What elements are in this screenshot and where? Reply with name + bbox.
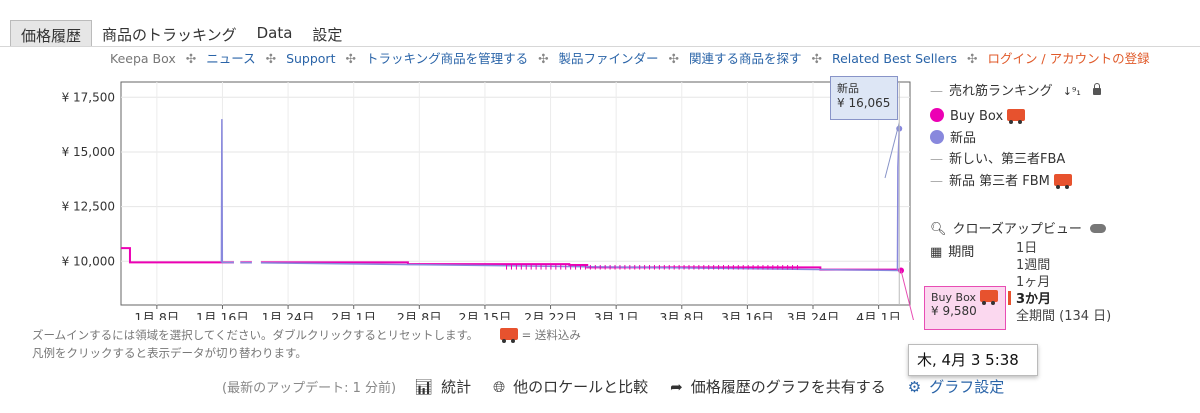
bar-chart-icon: 📊︎ (414, 377, 434, 396)
range-1week[interactable]: 1週間 (1016, 258, 1051, 273)
range-1day[interactable]: 1日 (1016, 241, 1038, 256)
closeup-toggle[interactable]: 🔍︎ クローズアップビュー (930, 218, 1107, 237)
tooltip-new-value: ¥ 16,065 (837, 96, 891, 110)
series-line-new (220, 119, 900, 272)
shipping-truck-icon (1007, 109, 1026, 124)
nav-link-manage-tracking[interactable]: トラッキング商品を管理する (365, 51, 529, 66)
x-tick-label: 1月 24日 (262, 310, 315, 320)
nav-brand[interactable]: Keepa Box (110, 51, 176, 66)
tab-bar: 価格履歴 商品のトラッキング Data 設定 (10, 20, 352, 46)
globe-icon: 🌐︎ (493, 377, 506, 396)
shipping-truck-icon (1053, 174, 1072, 189)
x-tick-label: 3月 16日 (721, 310, 774, 320)
nav-link-support[interactable]: Support (286, 51, 336, 66)
share-chart-button[interactable]: ➦ 価格履歴のグラフを共有する (670, 377, 886, 397)
x-tick-label: 3月 1日 (594, 310, 639, 320)
nav-separator-icon: ✣ (345, 51, 356, 66)
tooltip-connector (884, 122, 900, 179)
zoom-note: ズームインするには領域を選択してください。ダブルクリックするとリセットします。 … (32, 328, 581, 343)
x-tick-label: 3月 8日 (659, 310, 704, 320)
legend-new[interactable]: 新品 (930, 127, 976, 146)
tooltip-buybox: Buy Box ¥ 9,580 (924, 286, 1006, 330)
tooltip-new-label: 新品 (837, 82, 859, 95)
shipping-note: = 送料込み (521, 328, 581, 342)
x-tick-label: 2月 1日 (331, 310, 376, 320)
nav-separator-icon: ✣ (265, 51, 277, 66)
nav-link-login[interactable]: ログイン / アカウントの登録 (987, 51, 1150, 66)
nav-link-news[interactable]: ニュース (206, 51, 256, 66)
y-tick-label: ¥ 10,000 (62, 254, 115, 268)
nav-link-related-best-sellers[interactable]: Related Best Sellers (831, 51, 957, 66)
toggle-note: 凡例をクリックすると表示データが切り替わります。 (32, 346, 307, 360)
tab-data[interactable]: Data (256, 24, 293, 42)
chart-settings-button[interactable]: ⚙ グラフ設定 (907, 377, 1005, 397)
range-1month[interactable]: 1ヶ月 (1016, 275, 1051, 290)
range-selector: 1日 1週間 1ヶ月 3か月 全期間 (134 日) (1008, 240, 1112, 325)
tooltip-buybox-label: Buy Box (931, 290, 999, 305)
nav-separator-icon: ✣ (538, 51, 549, 66)
series-gap (251, 260, 261, 265)
nav-link-related-products[interactable]: 関連する商品を探す (689, 51, 802, 66)
x-tick-label: 2月 8日 (397, 310, 442, 320)
tab-settings[interactable]: 設定 (312, 26, 343, 44)
price-history-chart[interactable]: ¥ 10,000 ¥ 12,500 ¥ 15,000 ¥ 17,500 1月 8日 1月 … (0, 70, 930, 320)
range-all[interactable]: 全期間 (134 日) (1016, 309, 1112, 324)
last-update: (最新のアップデート: 1 分前) (222, 381, 397, 396)
tab-tracking[interactable]: 商品のトラッキング (102, 26, 237, 44)
lock-icon (1092, 83, 1101, 95)
nav-separator-icon: ✣ (185, 51, 197, 66)
x-tick-label: 3月 24日 (787, 310, 840, 320)
y-tick-label: ¥ 12,500 (62, 200, 115, 214)
period-label: ▦ 期間 (930, 245, 975, 260)
tab-divider (0, 46, 1200, 47)
series-line-buy-box (121, 247, 903, 271)
footer-bar: (最新のアップデート: 1 分前) 📊︎ 統計 🌐︎ 他のロケールと比較 ➦ 価格履歴… (222, 376, 1026, 397)
nav-separator-icon: ✣ (811, 51, 822, 66)
toggle-icon (1090, 224, 1107, 233)
x-tick-label: 4月 1日 (856, 310, 901, 320)
gear-icon: ⚙ (907, 377, 922, 396)
sort-icon: ↓⁹₁ (1062, 85, 1081, 98)
x-tick-label: 1月 16日 (196, 310, 249, 320)
plot-area (120, 81, 911, 306)
shipping-truck-icon (979, 290, 998, 305)
compare-locales-button[interactable]: 🌐︎ 他のロケールと比較 (493, 377, 649, 397)
nav-link-product-finder[interactable]: 製品ファインダー (558, 51, 659, 66)
tab-price-history[interactable]: 価格履歴 (10, 20, 93, 46)
x-tick-label: 1月 8日 (134, 310, 179, 320)
nav-links: Keepa Box ✣ ニュース ✣ Support ✣ トラッキング商品を管理… (110, 48, 1150, 67)
tooltip-date: 木, 4月 3 5:38 (908, 344, 1038, 376)
stats-button[interactable]: 📊︎ 統計 (414, 377, 472, 397)
tooltip-connector (900, 270, 914, 320)
range-3months[interactable]: 3か月 (1008, 291, 1111, 308)
legend-new-fbm[interactable]: — 新品 第三者 FBM (930, 170, 1072, 189)
tooltip-new: 新品 ¥ 16,065 (830, 76, 898, 120)
legend-sales-rank[interactable]: — 売れ筋ランキング ↓⁹₁ (930, 80, 1101, 99)
legend-new-fba[interactable]: — 新しい、第三者FBA (930, 152, 1066, 167)
nav-separator-icon: ✣ (966, 51, 978, 66)
shipping-truck-icon (499, 328, 518, 343)
y-tick-label: ¥ 15,000 (62, 145, 115, 159)
share-arrow-icon: ➦ (670, 377, 683, 396)
tooltip-buybox-value: ¥ 9,580 (931, 304, 977, 318)
series-gap (233, 260, 241, 265)
search-icon: 🔍︎ (930, 222, 947, 237)
legend-buy-box[interactable]: Buy Box (930, 108, 1026, 124)
selected-marker (1008, 291, 1011, 305)
x-tick-label: 2月 22日 (524, 310, 577, 320)
x-tick-label: 2月 15日 (459, 310, 512, 320)
nav-separator-icon: ✣ (668, 51, 680, 66)
buy-box-dot-icon (930, 108, 944, 122)
new-dot-icon (930, 130, 944, 144)
calendar-icon: ▦ (930, 245, 943, 260)
y-tick-label: ¥ 17,500 (62, 90, 115, 104)
